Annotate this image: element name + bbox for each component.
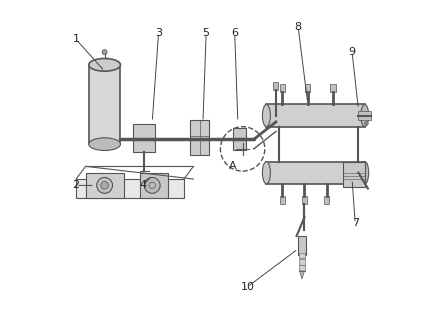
Circle shape — [144, 178, 160, 193]
Circle shape — [101, 181, 108, 189]
Circle shape — [365, 122, 368, 125]
Polygon shape — [76, 179, 184, 198]
Bar — [305, 84, 310, 92]
Bar — [89, 65, 120, 144]
Bar — [299, 252, 305, 258]
Ellipse shape — [262, 105, 270, 127]
Bar — [342, 162, 365, 187]
Text: 5: 5 — [202, 28, 210, 38]
Bar — [266, 105, 365, 127]
Ellipse shape — [262, 162, 270, 184]
Bar — [139, 173, 168, 198]
Text: 4: 4 — [139, 180, 146, 190]
Bar — [299, 265, 305, 271]
Ellipse shape — [89, 59, 120, 71]
Ellipse shape — [361, 105, 369, 127]
Circle shape — [102, 50, 107, 55]
Bar — [274, 82, 278, 90]
Bar — [302, 196, 307, 204]
Bar — [133, 124, 155, 152]
Text: 7: 7 — [352, 219, 359, 228]
Bar — [266, 162, 365, 184]
Ellipse shape — [89, 138, 120, 150]
Polygon shape — [300, 271, 305, 279]
Bar — [190, 120, 209, 155]
Circle shape — [97, 178, 113, 193]
Bar — [280, 84, 285, 92]
Text: 1: 1 — [72, 35, 79, 44]
Bar — [324, 196, 329, 204]
Ellipse shape — [361, 162, 369, 184]
Text: A: A — [229, 161, 237, 171]
Bar — [298, 236, 306, 255]
Text: 8: 8 — [294, 22, 301, 32]
Bar — [233, 128, 246, 150]
Text: 2: 2 — [72, 180, 79, 190]
Bar — [86, 173, 124, 198]
Bar — [280, 196, 285, 204]
Bar — [330, 84, 336, 92]
Text: 9: 9 — [349, 47, 356, 57]
Bar — [358, 111, 371, 120]
Text: 10: 10 — [240, 282, 254, 292]
Bar — [299, 259, 305, 265]
Text: 3: 3 — [155, 28, 162, 38]
Text: 6: 6 — [231, 28, 238, 38]
